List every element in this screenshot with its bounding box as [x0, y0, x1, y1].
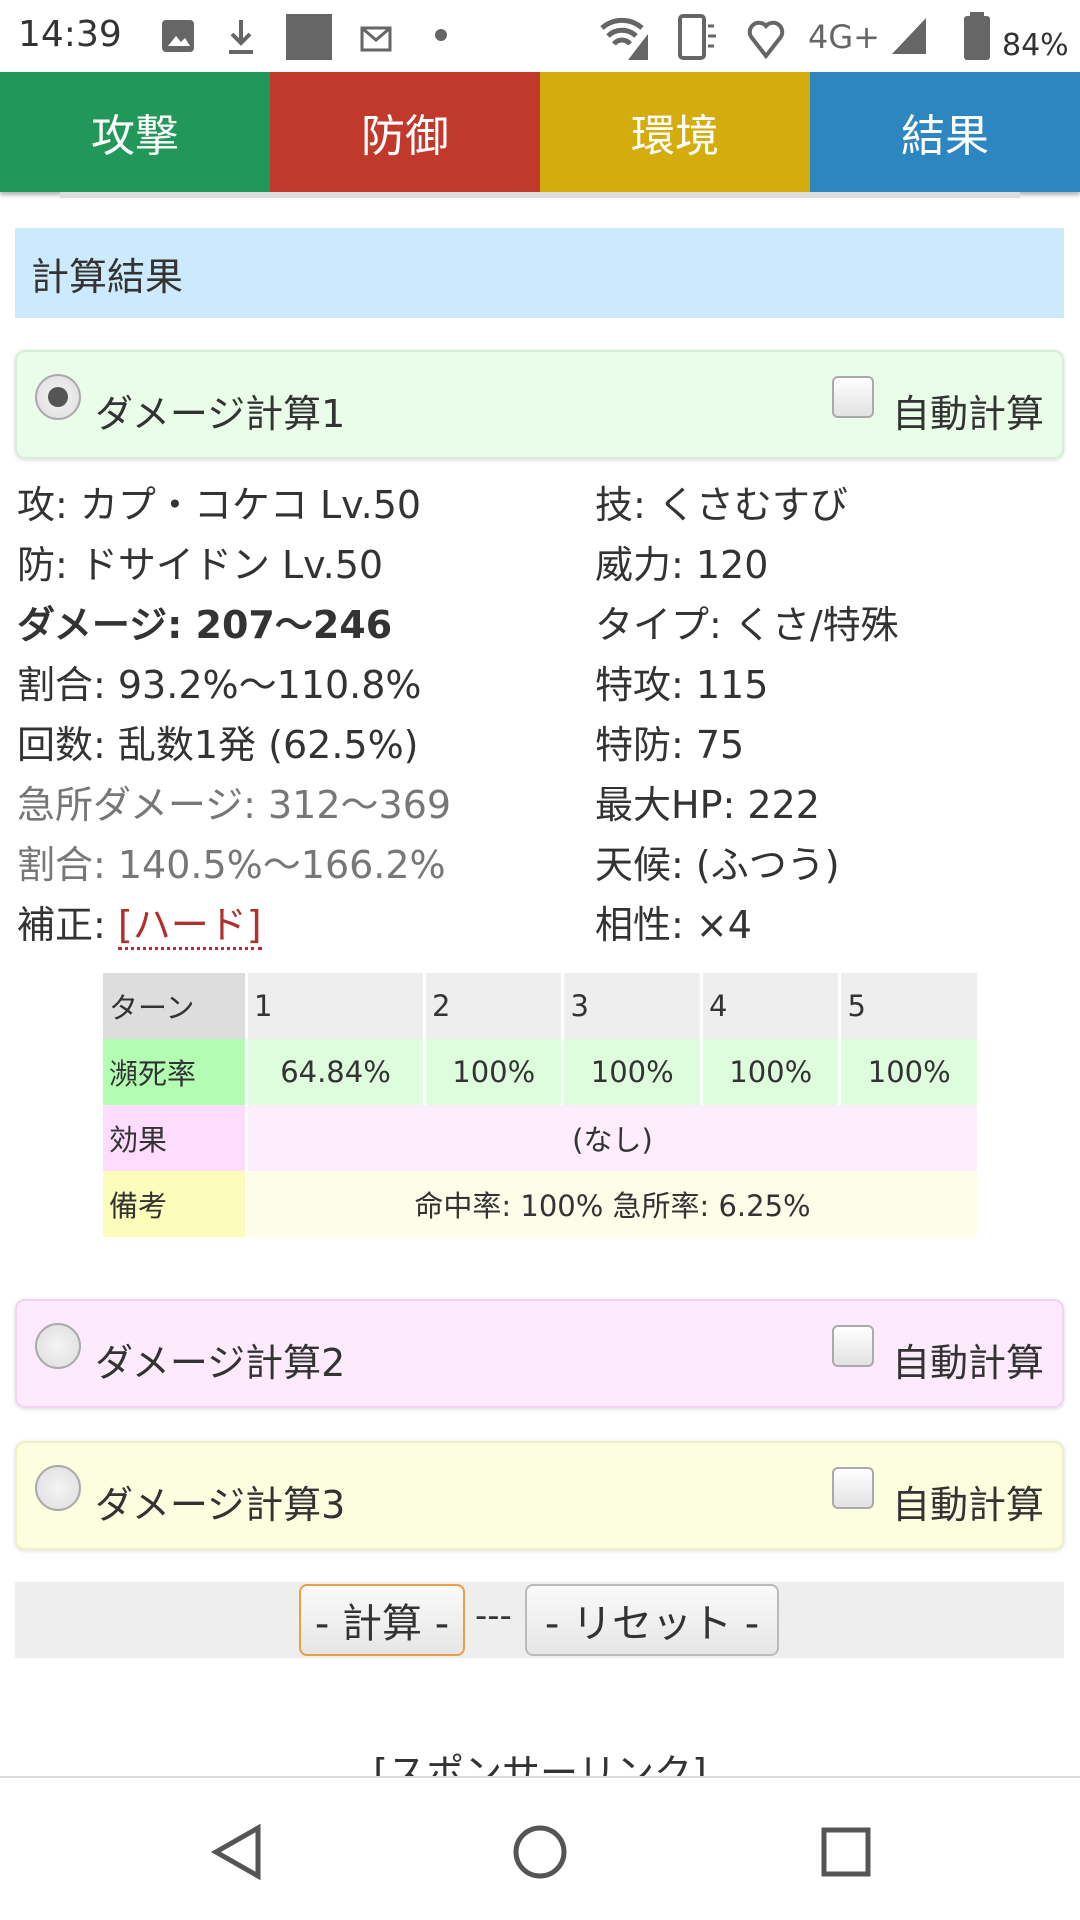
network-type: 4G+ — [808, 18, 880, 56]
app-notification-icon — [286, 14, 332, 60]
home-icon[interactable] — [512, 1824, 568, 1880]
power: 威力: 120 — [595, 543, 769, 587]
calc-3-label[interactable]: ダメージ計算3 — [95, 1483, 346, 1527]
auto-calc-1-label[interactable]: 自動計算 — [891, 392, 1044, 436]
calc-3-radio[interactable] — [35, 1464, 81, 1511]
calc-panel-2: ダメージ計算2 自動計算 — [15, 1299, 1064, 1408]
navigation-bar — [0, 1776, 1080, 1920]
turn-cell: 1 — [248, 973, 423, 1039]
tab-environment[interactable]: 環境 — [540, 72, 810, 192]
calc-button[interactable]: - 計算 - — [299, 1584, 465, 1656]
turn-header: ターン — [103, 973, 245, 1039]
download-icon — [229, 20, 253, 54]
calc-panel-3: ダメージ計算3 自動計算 — [15, 1441, 1064, 1550]
crit-damage: 急所ダメージ: 312〜369 — [17, 783, 452, 827]
calc-1-label[interactable]: ダメージ計算1 — [95, 392, 346, 436]
auto-calc-2-label[interactable]: 自動計算 — [891, 1341, 1044, 1385]
mail-icon — [360, 26, 392, 52]
ko-rate-cell: 100% — [564, 1039, 700, 1105]
damage: ダメージ: 207〜246 — [17, 603, 393, 647]
ko-rate-cell: 100% — [425, 1039, 562, 1105]
tab-attack[interactable]: 攻撃 — [0, 72, 270, 192]
sp-defense: 特防: 75 — [595, 723, 745, 767]
battery-icon — [964, 12, 990, 60]
calc-panel-1: ダメージ計算1 自動計算 — [15, 350, 1064, 459]
wifi-signal-icon — [600, 17, 648, 60]
result-left-column: 攻: カプ・コケコ Lv.50 防: ドサイドン Lv.50 ダメージ: 207… — [17, 475, 451, 955]
auto-calc-3-label[interactable]: 自動計算 — [891, 1483, 1044, 1527]
ko-table: ターン 1 2 3 4 5 瀕死率 64.84% 100% 100% 100% … — [100, 973, 980, 1237]
ko-rate-cell: 64.84% — [248, 1039, 423, 1105]
ko-rate-cell: 100% — [841, 1039, 977, 1105]
modifier: 補正: [ハード] — [17, 895, 451, 955]
status-bar: 14:39 4G+ 84% — [0, 0, 1080, 72]
turn-cell: 3 — [564, 973, 700, 1039]
divider — [60, 192, 1020, 198]
table-row: 効果 (なし) — [103, 1105, 977, 1171]
note-header: 備考 — [103, 1171, 245, 1237]
crit-ratio: 割合: 140.5%〜166.2% — [17, 843, 446, 887]
modifier-link[interactable]: [ハード] — [117, 903, 262, 950]
effect-header: 効果 — [103, 1105, 245, 1171]
hit-count: 回数: 乱数1発 (62.5%) — [17, 723, 419, 767]
table-row: 瀕死率 64.84% 100% 100% 100% 100% — [103, 1039, 977, 1105]
sponsor-link-heading: [スポンサーリンク] — [373, 1751, 707, 1778]
tab-defense[interactable]: 防御 — [270, 72, 540, 192]
calc-2-label[interactable]: ダメージ計算2 — [95, 1341, 346, 1385]
sp-attack: 特攻: 115 — [595, 663, 769, 707]
ko-rate-cell: 100% — [702, 1039, 839, 1105]
effect-cell: (なし) — [248, 1105, 977, 1171]
tab-result[interactable]: 結果 — [810, 72, 1080, 192]
reset-button[interactable]: - リセット - — [525, 1584, 779, 1656]
move-type: タイプ: くさ/特殊 — [595, 603, 899, 647]
back-icon[interactable] — [208, 1824, 264, 1880]
vibrate-icon — [747, 20, 785, 60]
defender: 防: ドサイドン Lv.50 — [17, 543, 384, 587]
effectiveness: 相性: ×4 — [595, 903, 752, 947]
gallery-icon — [162, 20, 194, 52]
cell-signal-icon — [892, 18, 926, 54]
weather: 天候: (ふつう) — [595, 843, 840, 887]
tab-bar: 攻撃 防御 環境 結果 — [0, 72, 1080, 192]
attacker: 攻: カプ・コケコ Lv.50 — [17, 483, 422, 527]
battery-percent: 84% — [1002, 28, 1069, 63]
damage-ratio: 割合: 93.2%〜110.8% — [17, 663, 422, 707]
section-title: 計算結果 — [15, 228, 1064, 318]
modifier-label: 補正: — [17, 903, 118, 947]
table-row: ターン 1 2 3 4 5 — [103, 973, 977, 1039]
turn-cell: 2 — [425, 973, 562, 1039]
table-row: 備考 命中率: 100% 急所率: 6.25% — [103, 1171, 977, 1237]
auto-rotate-icon — [678, 14, 716, 60]
recents-icon[interactable] — [820, 1824, 872, 1880]
calc-1-radio[interactable] — [35, 373, 81, 420]
turn-cell: 4 — [702, 973, 839, 1039]
auto-calc-2-checkbox[interactable] — [831, 1324, 874, 1367]
button-bar: - 計算 - --- - リセット - — [15, 1582, 1064, 1658]
result-right-column: 技: くさむすび 威力: 120 タイプ: くさ/特殊 特攻: 115 特防: … — [595, 475, 899, 955]
clock: 14:39 — [18, 14, 122, 55]
calc-2-radio[interactable] — [35, 1322, 81, 1369]
note-cell: 命中率: 100% 急所率: 6.25% — [248, 1171, 977, 1237]
move: 技: くさむすび — [595, 483, 848, 527]
max-hp: 最大HP: 222 — [595, 783, 820, 827]
auto-calc-3-checkbox[interactable] — [831, 1466, 874, 1509]
turn-cell: 5 — [841, 973, 977, 1039]
dot-icon — [435, 29, 447, 41]
auto-calc-1-checkbox[interactable] — [831, 375, 874, 418]
ko-rate-header: 瀕死率 — [103, 1039, 245, 1105]
button-separator: --- — [475, 1596, 512, 1636]
